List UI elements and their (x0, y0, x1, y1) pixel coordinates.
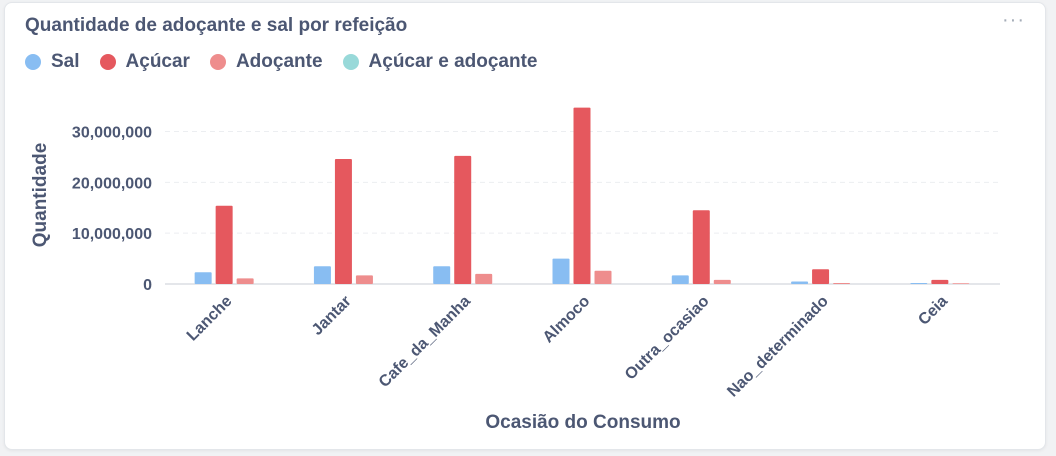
legend-item-0[interactable]: Sal (25, 51, 80, 73)
x-tick-label: Lanche (184, 293, 236, 345)
bar (952, 283, 970, 284)
chart-title: Quantidade de adoçante e sal por refeiçã… (25, 15, 408, 36)
bar (313, 266, 331, 284)
bar (713, 279, 731, 284)
bar (475, 273, 493, 284)
bar (910, 282, 928, 284)
bar (236, 278, 254, 284)
x-tick-label: Jantar (309, 293, 355, 339)
x-axis-title: Ocasião do Consumo (485, 412, 680, 433)
y-tick-label: 10,000,000 (72, 226, 152, 243)
legend-item-3[interactable]: Açúcar e adoçante (342, 51, 538, 73)
legend-label: Sal (51, 51, 80, 72)
bar (791, 281, 809, 284)
bar (552, 258, 570, 284)
x-tick-label: Cafe_da_Manha (376, 293, 474, 391)
y-tick-label: 30,000,000 (72, 125, 152, 142)
bar (194, 272, 212, 284)
legend-label: Açúcar (125, 51, 190, 72)
y-axis-title: Quantidade (30, 143, 51, 248)
legend-dot (25, 54, 41, 70)
y-tick-label: 0 (143, 277, 152, 294)
more-options-icon[interactable]: ··· (1002, 9, 1025, 31)
legend-item-2[interactable]: Adoçante (209, 51, 323, 73)
legend-dot (99, 54, 116, 70)
bar (215, 205, 233, 284)
bar (355, 275, 373, 284)
x-tick-label: Outra_ocasiao (622, 293, 713, 384)
chart-card: Quantidade de adoçante e sal por refeiçã… (4, 2, 1046, 450)
legend-dot (342, 54, 359, 70)
bar (671, 275, 689, 284)
bar (692, 210, 710, 284)
bar (833, 282, 851, 284)
x-tick-label: Nao_determinado (724, 293, 832, 401)
legend-item-1[interactable]: Açúcar (99, 51, 190, 73)
bar (454, 155, 472, 284)
legend-dot (209, 54, 226, 70)
bar (931, 279, 949, 284)
bar (594, 270, 612, 284)
legend-label: Açúcar e adoçante (368, 51, 538, 72)
bar (573, 107, 591, 284)
y-tick-label: 20,000,000 (72, 175, 152, 192)
bar (334, 158, 352, 284)
bar (433, 266, 451, 284)
x-tick-label: Almoco (540, 293, 594, 347)
chart-legend: Sal Açúcar Adoçante Açúcar e adoçante (25, 51, 558, 73)
legend-label: Adoçante (235, 51, 323, 72)
x-tick-label: Ceia (915, 293, 951, 329)
bar (812, 269, 830, 284)
